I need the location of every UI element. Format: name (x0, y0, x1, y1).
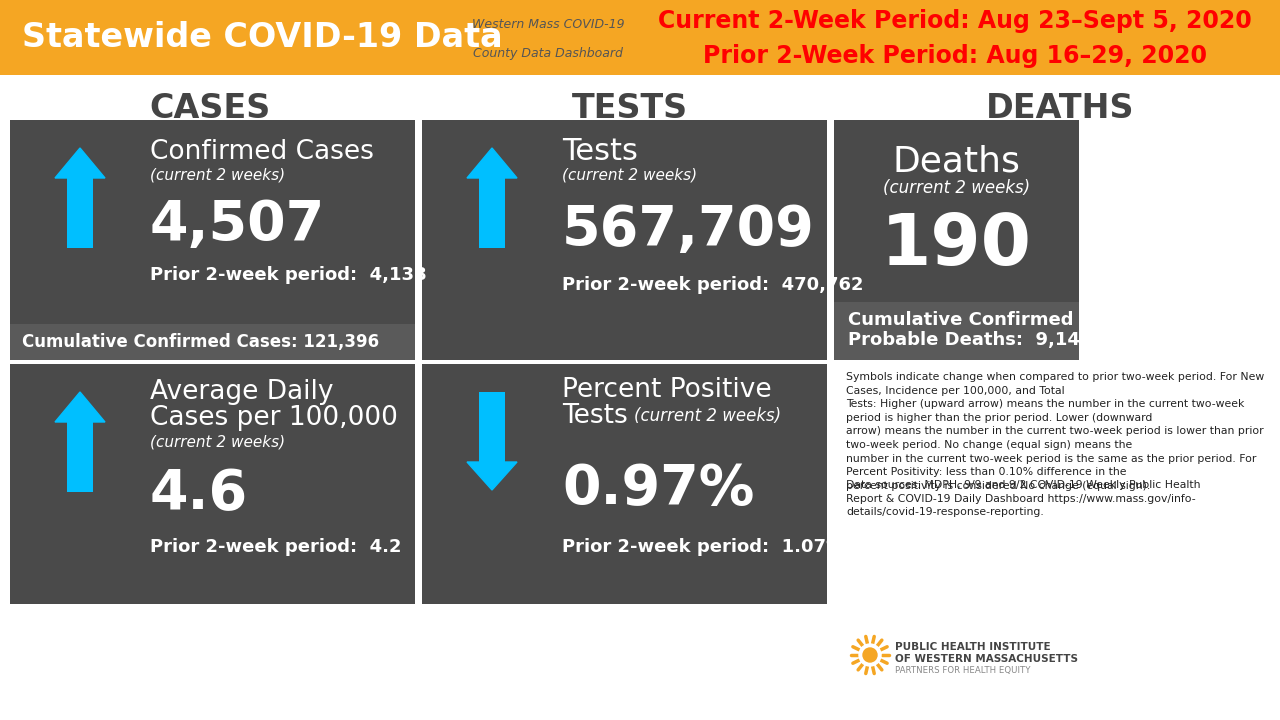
FancyBboxPatch shape (0, 0, 1280, 75)
Text: OF WESTERN MASSACHUSETTS: OF WESTERN MASSACHUSETTS (895, 654, 1078, 664)
FancyBboxPatch shape (10, 120, 415, 360)
FancyBboxPatch shape (422, 364, 827, 604)
Text: (current 2 weeks): (current 2 weeks) (634, 407, 781, 425)
Circle shape (863, 648, 877, 662)
Text: Prior 2-week period:  470,762: Prior 2-week period: 470,762 (562, 276, 864, 294)
Text: Prior 2-week period:  1.07%: Prior 2-week period: 1.07% (562, 538, 844, 556)
Text: Prior 2-week period:  4.2: Prior 2-week period: 4.2 (150, 538, 402, 556)
Text: Statewide COVID-19 Data: Statewide COVID-19 Data (22, 21, 503, 54)
Polygon shape (55, 392, 105, 422)
FancyBboxPatch shape (479, 178, 506, 248)
Text: CASES: CASES (150, 91, 270, 125)
Text: Prior 2-Week Period: Aug 16–29, 2020: Prior 2-Week Period: Aug 16–29, 2020 (703, 44, 1207, 68)
FancyBboxPatch shape (10, 324, 415, 360)
Text: Cases per 100,000: Cases per 100,000 (150, 405, 398, 431)
Text: Percent Positive: Percent Positive (562, 377, 772, 403)
Text: DEATHS: DEATHS (986, 91, 1134, 125)
Text: PUBLIC HEALTH INSTITUTE: PUBLIC HEALTH INSTITUTE (895, 642, 1051, 652)
FancyBboxPatch shape (10, 364, 415, 604)
Text: Probable Deaths:  9,146: Probable Deaths: 9,146 (849, 331, 1092, 349)
FancyBboxPatch shape (479, 392, 506, 462)
Text: 0.97%: 0.97% (562, 462, 754, 516)
Text: (current 2 weeks): (current 2 weeks) (150, 434, 285, 449)
Text: 567,709: 567,709 (562, 203, 815, 257)
FancyBboxPatch shape (835, 120, 1079, 360)
Text: Prior 2-week period:  4,138: Prior 2-week period: 4,138 (150, 266, 426, 284)
Text: TESTS: TESTS (572, 91, 689, 125)
FancyBboxPatch shape (67, 422, 93, 492)
Polygon shape (467, 148, 517, 178)
Text: 4,507: 4,507 (150, 198, 325, 252)
Text: Average Daily: Average Daily (150, 379, 334, 405)
FancyBboxPatch shape (835, 302, 1079, 360)
Text: County Data Dashboard: County Data Dashboard (474, 48, 623, 60)
Text: PARTNERS FOR HEALTH EQUITY: PARTNERS FOR HEALTH EQUITY (895, 665, 1030, 675)
Text: 4.6: 4.6 (150, 467, 248, 521)
Text: Tests: Tests (562, 403, 636, 429)
Text: (current 2 weeks): (current 2 weeks) (883, 179, 1030, 197)
Text: 190: 190 (881, 210, 1032, 279)
Text: Western Mass COVID-19: Western Mass COVID-19 (472, 17, 625, 30)
Text: Symbols indicate change when compared to prior two-week period. For New Cases, I: Symbols indicate change when compared to… (846, 372, 1265, 491)
Polygon shape (467, 462, 517, 490)
Polygon shape (55, 148, 105, 178)
Text: Current 2-Week Period: Aug 23–Sept 5, 2020: Current 2-Week Period: Aug 23–Sept 5, 20… (658, 9, 1252, 33)
Text: Data sources: MDPH, 9/9 and 9/2 COVID-19 Weekly Public Health
Report & COVID-19 : Data sources: MDPH, 9/9 and 9/2 COVID-19… (846, 480, 1201, 517)
Circle shape (859, 644, 881, 666)
Text: (current 2 weeks): (current 2 weeks) (562, 168, 698, 182)
Text: Confirmed Cases: Confirmed Cases (150, 139, 374, 165)
Text: (current 2 weeks): (current 2 weeks) (150, 168, 285, 182)
Text: Deaths: Deaths (892, 145, 1020, 179)
FancyBboxPatch shape (67, 178, 93, 248)
Text: Tests: Tests (562, 138, 637, 166)
Text: Cumulative Confirmed &: Cumulative Confirmed & (849, 311, 1096, 329)
FancyBboxPatch shape (465, 0, 630, 75)
Text: Cumulative Confirmed Cases: 121,396: Cumulative Confirmed Cases: 121,396 (22, 333, 379, 351)
FancyBboxPatch shape (422, 120, 827, 360)
